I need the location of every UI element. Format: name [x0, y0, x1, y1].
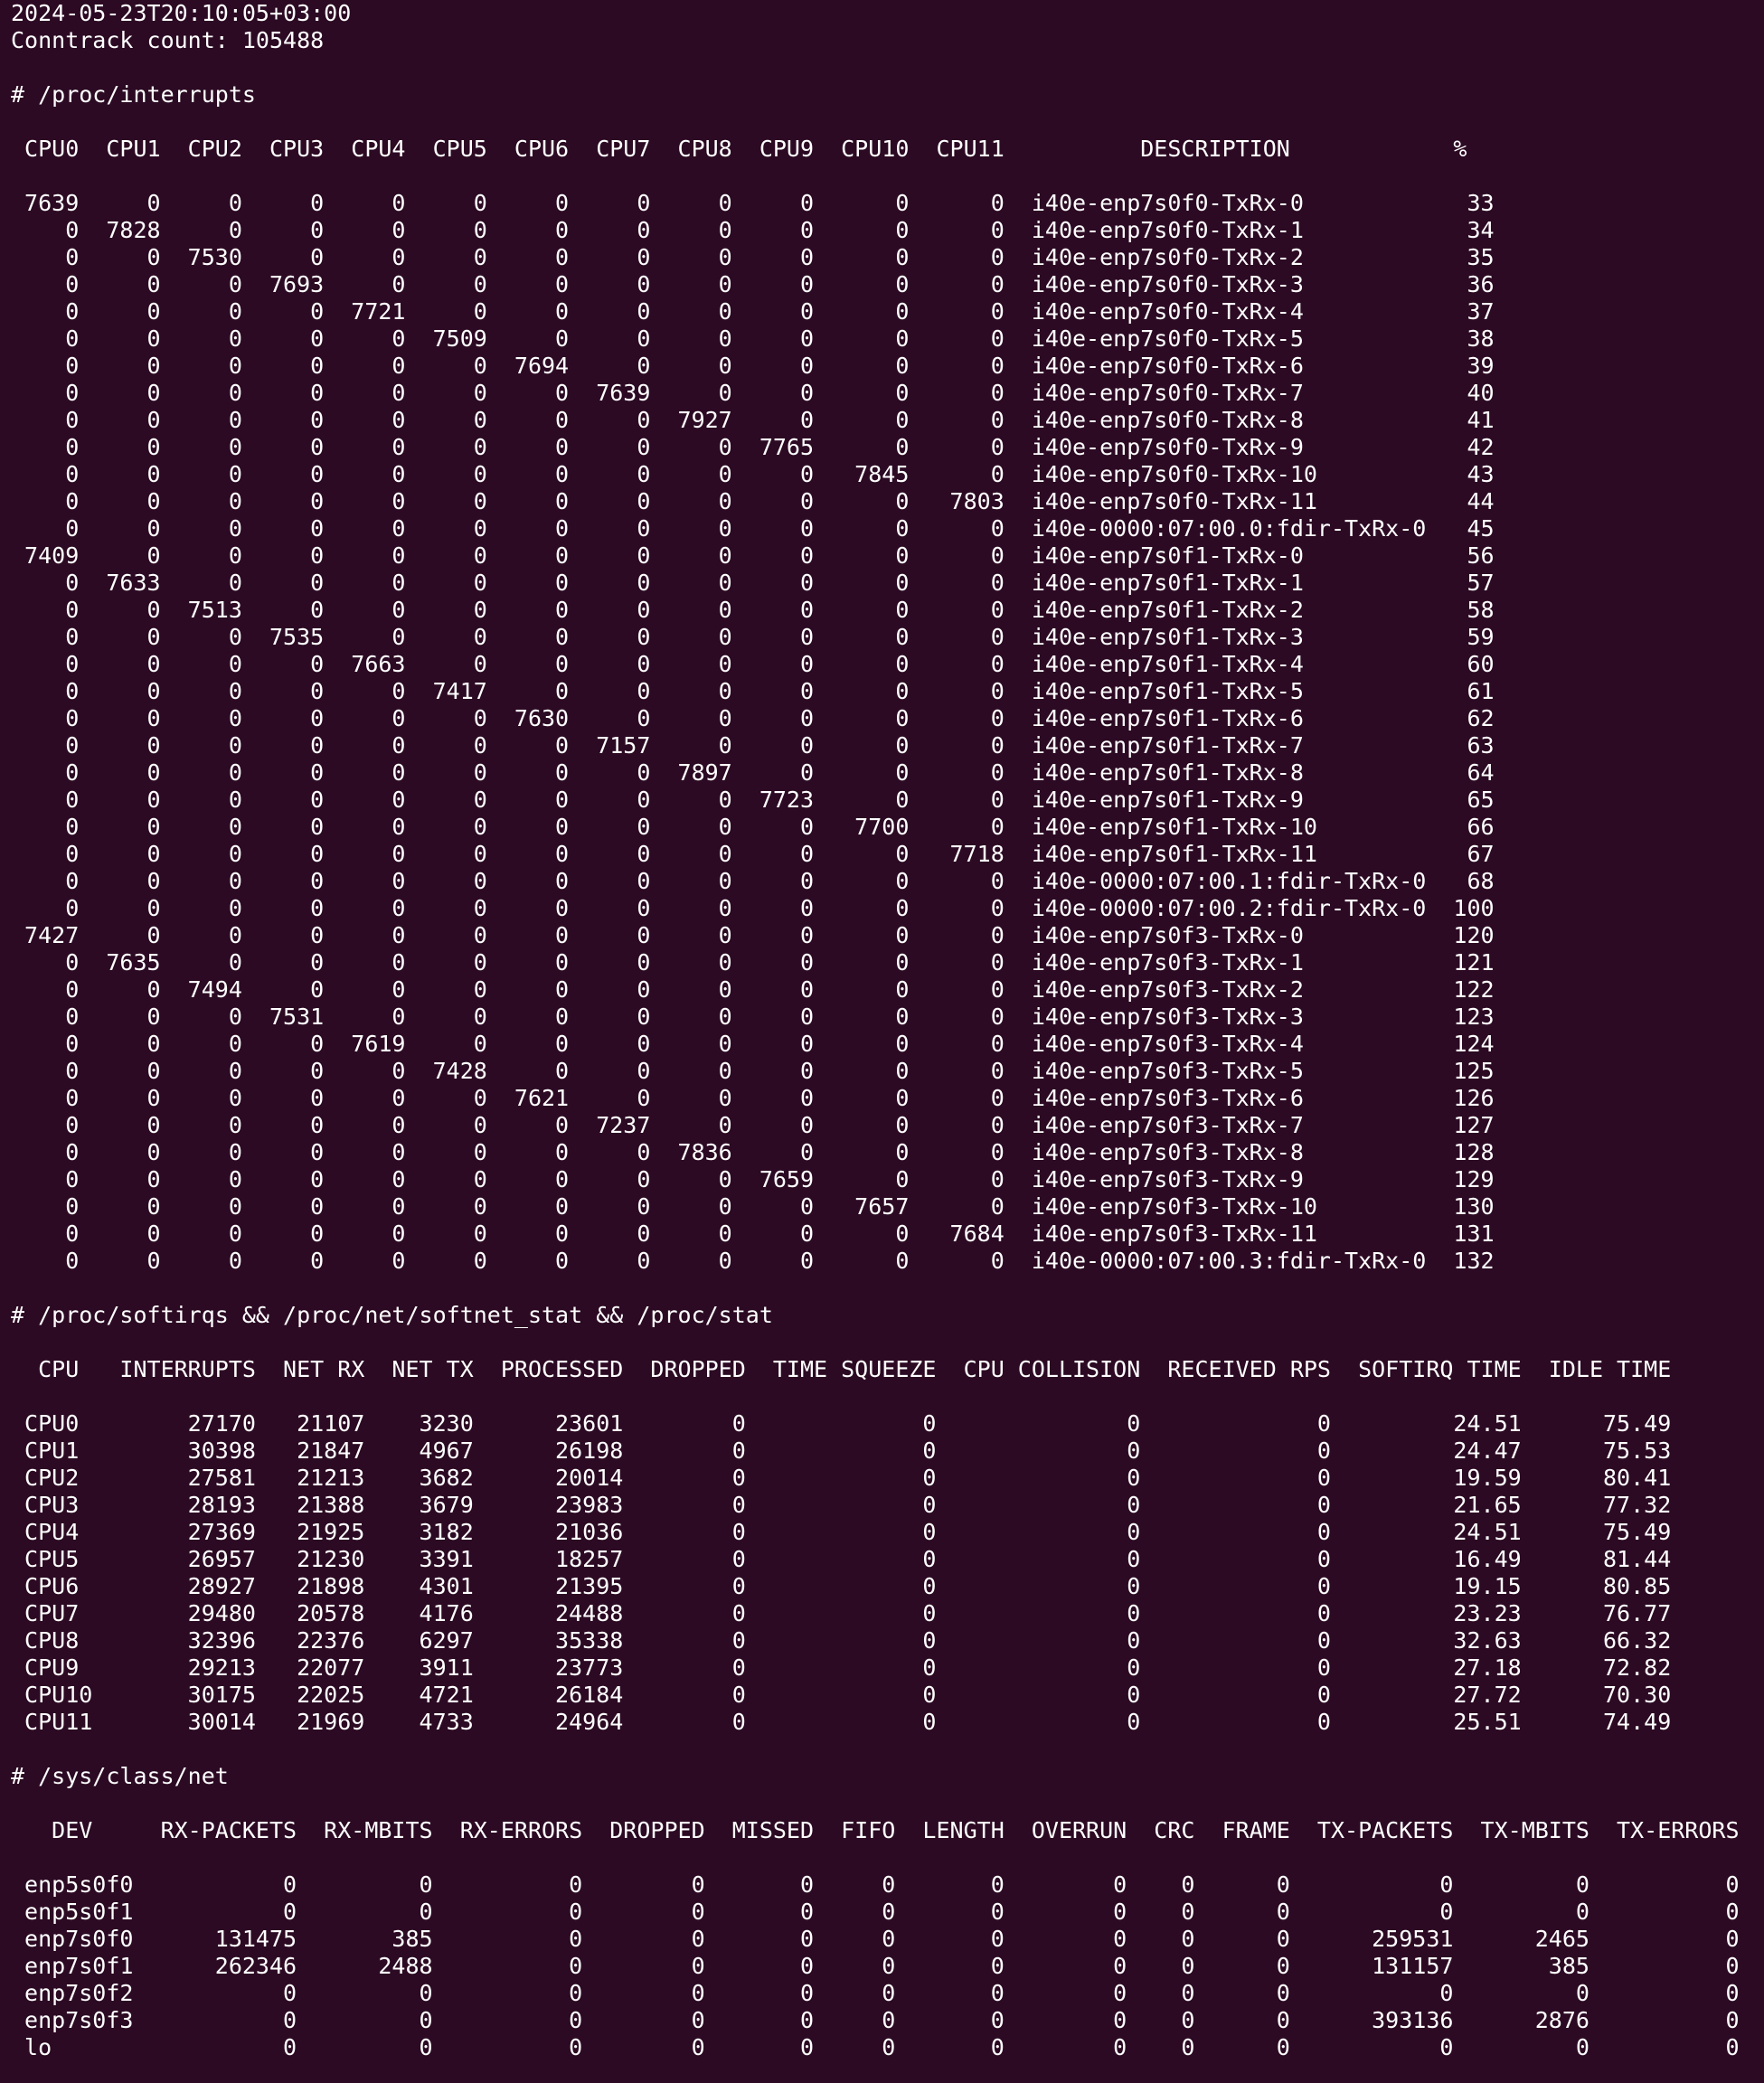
interrupts-row: 0 0 0 0 0 0 0 0 0 0 0 7718 i40e-enp7s0f1… [11, 841, 1495, 867]
softirqs-row: CPU6 28927 21898 4301 21395 0 0 0 0 19.1… [11, 1573, 1672, 1599]
net-row: enp5s0f0 0 0 0 0 0 0 0 0 0 0 0 0 0 [11, 1871, 1740, 1898]
interrupts-row: 0 0 7530 0 0 0 0 0 0 0 0 0 i40e-enp7s0f0… [11, 244, 1495, 270]
softirqs-row: CPU5 26957 21230 3391 18257 0 0 0 0 16.4… [11, 1546, 1672, 1572]
net-row: enp7s0f0 131475 385 0 0 0 0 0 0 0 0 2595… [11, 1926, 1740, 1952]
softirqs-row: CPU0 27170 21107 3230 23601 0 0 0 0 24.5… [11, 1410, 1672, 1437]
interrupts-row: 0 0 0 0 0 0 7694 0 0 0 0 0 i40e-enp7s0f0… [11, 353, 1495, 379]
net-row: enp7s0f1 262346 2488 0 0 0 0 0 0 0 0 131… [11, 1953, 1740, 1979]
interrupts-row: 0 0 0 7531 0 0 0 0 0 0 0 0 i40e-enp7s0f3… [11, 1004, 1495, 1030]
interrupts-row: 0 0 0 0 0 0 0 0 0 0 0 0 i40e-0000:07:00.… [11, 1248, 1495, 1274]
interrupts-row: 0 0 0 0 7663 0 0 0 0 0 0 0 i40e-enp7s0f1… [11, 651, 1495, 677]
interrupts-table-body: 7639 0 0 0 0 0 0 0 0 0 0 0 i40e-enp7s0f0… [11, 190, 1495, 1274]
interrupts-row: 0 0 0 0 0 0 0 0 0 0 0 0 i40e-0000:07:00.… [11, 515, 1495, 542]
interrupts-row: 0 0 0 0 0 0 0 0 0 7723 0 0 i40e-enp7s0f1… [11, 787, 1495, 813]
interrupts-row: 7427 0 0 0 0 0 0 0 0 0 0 0 i40e-enp7s0f3… [11, 922, 1495, 948]
interrupts-row: 0 0 0 0 0 7417 0 0 0 0 0 0 i40e-enp7s0f1… [11, 678, 1495, 704]
interrupts-row: 0 0 0 0 0 7428 0 0 0 0 0 0 i40e-enp7s0f3… [11, 1058, 1495, 1084]
softirqs-row: CPU7 29480 20578 4176 24488 0 0 0 0 23.2… [11, 1600, 1672, 1626]
interrupts-row: 7409 0 0 0 0 0 0 0 0 0 0 0 i40e-enp7s0f1… [11, 542, 1495, 569]
interrupts-row: 0 0 7494 0 0 0 0 0 0 0 0 0 i40e-enp7s0f3… [11, 976, 1495, 1003]
interrupts-heading: # /proc/interrupts [11, 81, 256, 108]
net-row: lo 0 0 0 0 0 0 0 0 0 0 0 0 0 [11, 2034, 1740, 2060]
softirqs-table-header: CPU INTERRUPTS NET RX NET TX PROCESSED D… [11, 1356, 1672, 1382]
interrupts-row: 0 0 0 0 0 0 0 0 0 0 0 0 i40e-0000:07:00.… [11, 895, 1495, 921]
interrupts-table-header: CPU0 CPU1 CPU2 CPU3 CPU4 CPU5 CPU6 CPU7 … [11, 136, 1467, 162]
interrupts-row: 0 0 0 0 0 0 0 0 0 0 0 7803 i40e-enp7s0f0… [11, 488, 1495, 514]
softirqs-row: CPU10 30175 22025 4721 26184 0 0 0 0 27.… [11, 1682, 1672, 1708]
interrupts-row: 0 7635 0 0 0 0 0 0 0 0 0 0 i40e-enp7s0f3… [11, 949, 1495, 976]
interrupts-row: 0 0 0 0 0 0 0 0 0 7765 0 0 i40e-enp7s0f0… [11, 434, 1495, 460]
softirqs-row: CPU9 29213 22077 3911 23773 0 0 0 0 27.1… [11, 1654, 1672, 1681]
interrupts-row: 0 0 0 0 7721 0 0 0 0 0 0 0 i40e-enp7s0f0… [11, 298, 1495, 325]
net-table-header: DEV RX-PACKETS RX-MBITS RX-ERRORS DROPPE… [11, 1817, 1740, 1843]
interrupts-row: 0 0 0 0 0 0 0 0 0 7659 0 0 i40e-enp7s0f3… [11, 1166, 1495, 1192]
interrupts-row: 0 7828 0 0 0 0 0 0 0 0 0 0 i40e-enp7s0f0… [11, 217, 1495, 243]
interrupts-row: 0 0 0 0 0 0 0 0 0 0 7657 0 i40e-enp7s0f3… [11, 1193, 1495, 1220]
interrupts-row: 7639 0 0 0 0 0 0 0 0 0 0 0 i40e-enp7s0f0… [11, 190, 1495, 216]
interrupts-row: 0 0 0 0 0 0 0 7157 0 0 0 0 i40e-enp7s0f1… [11, 732, 1495, 759]
interrupts-row: 0 0 0 0 0 0 0 0 7927 0 0 0 i40e-enp7s0f0… [11, 407, 1495, 433]
interrupts-row: 0 0 0 0 0 0 0 7237 0 0 0 0 i40e-enp7s0f3… [11, 1112, 1495, 1138]
interrupts-row: 0 0 0 0 0 0 0 0 0 0 7700 0 i40e-enp7s0f1… [11, 814, 1495, 840]
interrupts-row: 0 0 0 7535 0 0 0 0 0 0 0 0 i40e-enp7s0f1… [11, 624, 1495, 650]
interrupts-row: 0 0 0 0 0 0 7621 0 0 0 0 0 i40e-enp7s0f3… [11, 1085, 1495, 1111]
interrupts-row: 0 0 7513 0 0 0 0 0 0 0 0 0 i40e-enp7s0f1… [11, 597, 1495, 623]
terminal-output: 2024-05-23T20:10:05+03:00 Conntrack coun… [11, 0, 1756, 2061]
net-row: enp5s0f1 0 0 0 0 0 0 0 0 0 0 0 0 0 [11, 1899, 1740, 1925]
interrupts-row: 0 0 0 7693 0 0 0 0 0 0 0 0 i40e-enp7s0f0… [11, 271, 1495, 297]
net-row: enp7s0f3 0 0 0 0 0 0 0 0 0 0 393136 2876… [11, 2007, 1740, 2033]
interrupts-row: 0 0 0 0 0 0 0 0 7897 0 0 0 i40e-enp7s0f1… [11, 759, 1495, 786]
net-heading: # /sys/class/net [11, 1763, 229, 1789]
softirqs-row: CPU3 28193 21388 3679 23983 0 0 0 0 21.6… [11, 1492, 1672, 1518]
interrupts-row: 0 0 0 0 0 0 0 0 0 0 7845 0 i40e-enp7s0f0… [11, 461, 1495, 487]
softirqs-row: CPU4 27369 21925 3182 21036 0 0 0 0 24.5… [11, 1519, 1672, 1545]
timestamp-line: 2024-05-23T20:10:05+03:00 [11, 0, 352, 26]
interrupts-row: 0 0 0 0 0 0 7630 0 0 0 0 0 i40e-enp7s0f1… [11, 705, 1495, 731]
interrupts-row: 0 0 0 0 0 0 0 0 7836 0 0 0 i40e-enp7s0f3… [11, 1139, 1495, 1165]
terminal-window[interactable]: 2024-05-23T20:10:05+03:00 Conntrack coun… [11, 0, 1756, 2083]
net-row: enp7s0f2 0 0 0 0 0 0 0 0 0 0 0 0 0 [11, 1980, 1740, 2006]
softirqs-row: CPU1 30398 21847 4967 26198 0 0 0 0 24.4… [11, 1437, 1672, 1464]
net-table-body: enp5s0f0 0 0 0 0 0 0 0 0 0 0 0 0 0 enp5s… [11, 1871, 1740, 2060]
interrupts-row: 0 0 0 0 0 0 0 0 0 0 0 7684 i40e-enp7s0f3… [11, 1221, 1495, 1247]
softirqs-row: CPU2 27581 21213 3682 20014 0 0 0 0 19.5… [11, 1465, 1672, 1491]
softirqs-table-body: CPU0 27170 21107 3230 23601 0 0 0 0 24.5… [11, 1410, 1671, 1735]
softirqs-heading: # /proc/softirqs && /proc/net/softnet_st… [11, 1302, 773, 1328]
softirqs-row: CPU11 30014 21969 4733 24964 0 0 0 0 25.… [11, 1709, 1672, 1735]
conntrack-count-line: Conntrack count: 105488 [11, 27, 325, 53]
interrupts-row: 0 7633 0 0 0 0 0 0 0 0 0 0 i40e-enp7s0f1… [11, 570, 1495, 596]
interrupts-row: 0 0 0 0 7619 0 0 0 0 0 0 0 i40e-enp7s0f3… [11, 1031, 1495, 1057]
interrupts-row: 0 0 0 0 0 0 0 0 0 0 0 0 i40e-0000:07:00.… [11, 868, 1495, 894]
softirqs-row: CPU8 32396 22376 6297 35338 0 0 0 0 32.6… [11, 1627, 1672, 1654]
interrupts-row: 0 0 0 0 0 0 0 7639 0 0 0 0 i40e-enp7s0f0… [11, 380, 1495, 406]
interrupts-row: 0 0 0 0 0 7509 0 0 0 0 0 0 i40e-enp7s0f0… [11, 325, 1495, 352]
